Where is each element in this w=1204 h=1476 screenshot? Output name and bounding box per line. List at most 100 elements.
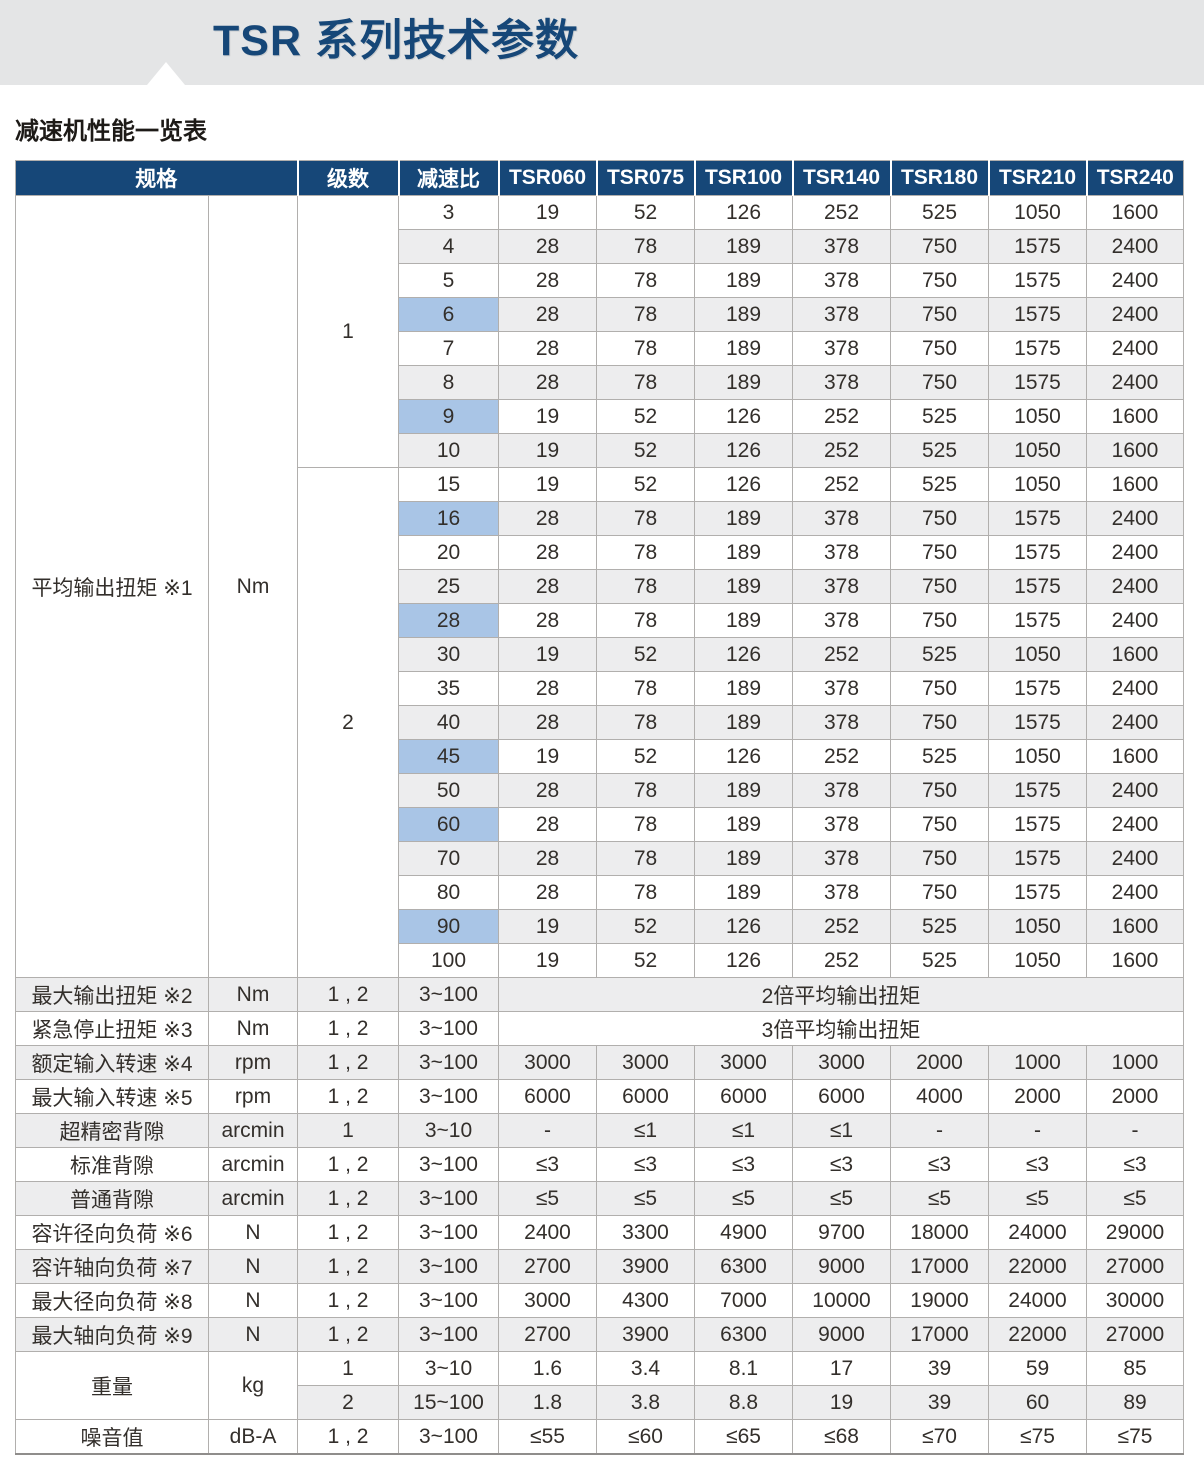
merged-value-cell: 3倍平均输出扭矩 bbox=[498, 1011, 1184, 1046]
value-cell: 52 bbox=[596, 399, 695, 434]
ratio-cell: 16 bbox=[398, 501, 499, 536]
spec-label-cell: 最大输入转速 ※5 bbox=[15, 1079, 209, 1114]
value-cell: ≤75 bbox=[988, 1419, 1087, 1455]
value-cell: 1050 bbox=[988, 909, 1087, 944]
value-cell: 378 bbox=[792, 773, 891, 808]
value-cell: 3000 bbox=[498, 1283, 597, 1318]
value-cell: 750 bbox=[890, 569, 989, 604]
value-cell: 22000 bbox=[988, 1249, 1087, 1284]
ratio-cell: 45 bbox=[398, 739, 499, 774]
unit-cell: N bbox=[208, 1215, 298, 1250]
value-cell: 28 bbox=[498, 671, 597, 706]
value-cell: 3000 bbox=[498, 1045, 597, 1080]
value-cell: 78 bbox=[596, 501, 695, 536]
value-cell: - bbox=[498, 1113, 597, 1148]
table-row: 容许径向负荷 ※6 N 1 , 2 3~100 2400 3300 4900 9700 1800… bbox=[15, 1215, 1184, 1250]
value-cell: ≤3 bbox=[498, 1147, 597, 1182]
value-cell: 189 bbox=[694, 501, 793, 536]
table-row: 最大径向负荷 ※8 N 1 , 2 3~100 3000 4300 7000 10000 190… bbox=[15, 1283, 1184, 1318]
ratio-cell: 9 bbox=[398, 399, 499, 434]
column-header: 级数 bbox=[296, 160, 399, 196]
table-row: 2 15 19 52 126 252 525 1050 1600 bbox=[16, 467, 1184, 978]
value-cell: 750 bbox=[890, 603, 989, 638]
value-cell: 2400 bbox=[1086, 569, 1184, 604]
value-cell: - bbox=[1086, 1113, 1184, 1148]
header-row: 规格 级数 减速比 TSR060 TSR075 TSR100 TSR140 TSR180 TSR… bbox=[15, 160, 1184, 196]
value-cell: 52 bbox=[596, 467, 695, 502]
value-cell: 1575 bbox=[988, 535, 1087, 570]
value-cell: 1600 bbox=[1086, 909, 1184, 944]
ratio-range-cell: 3~100 bbox=[398, 1283, 499, 1318]
spec-label-cell: 标准背隙 bbox=[15, 1147, 209, 1182]
table-row: 30 19 52 126 252 525 1050 1600 bbox=[16, 637, 1184, 672]
stage-cell: 1 , 2 bbox=[297, 1283, 399, 1318]
stage-cell: 1 , 2 bbox=[297, 1045, 399, 1080]
value-cell: 126 bbox=[694, 637, 793, 672]
value-cell: 126 bbox=[694, 943, 793, 978]
stage-cell: 1 , 2 bbox=[297, 1181, 399, 1216]
ratio-cell: 40 bbox=[398, 705, 499, 740]
value-cell: 4900 bbox=[694, 1215, 793, 1250]
value-cell: 1050 bbox=[988, 739, 1087, 774]
value-cell: 750 bbox=[890, 297, 989, 332]
ratio-cell: 28 bbox=[398, 603, 499, 638]
spec-label-cell: 最大输出扭矩 ※2 bbox=[15, 977, 209, 1012]
value-cell: 78 bbox=[596, 569, 695, 604]
value-cell: 7000 bbox=[694, 1283, 793, 1318]
ratio-cell: 6 bbox=[398, 297, 499, 332]
value-cell: 525 bbox=[890, 195, 989, 230]
table-row: 7 28 78 189 378 750 1575 2400 bbox=[16, 331, 1184, 366]
column-header: TSR240 bbox=[1085, 160, 1184, 196]
value-cell: 6300 bbox=[694, 1317, 793, 1352]
table-row: 8 28 78 189 378 750 1575 2400 bbox=[16, 365, 1184, 400]
value-cell: 52 bbox=[596, 433, 695, 468]
value-cell: 6000 bbox=[694, 1079, 793, 1114]
stage-cell: 1 , 2 bbox=[297, 1419, 399, 1455]
value-cell: 1050 bbox=[988, 467, 1087, 502]
ratio-cell: 15 bbox=[398, 467, 499, 502]
ratio-cell: 10 bbox=[398, 433, 499, 468]
value-cell: 378 bbox=[792, 263, 891, 298]
value-cell: ≤3 bbox=[988, 1147, 1087, 1182]
page-title: TSR 系列技术参数 bbox=[213, 17, 579, 65]
value-cell: 52 bbox=[596, 943, 695, 978]
value-cell: 2400 bbox=[1086, 229, 1184, 264]
table-row: 16 28 78 189 378 750 1575 2400 bbox=[16, 501, 1184, 536]
ratio-cell: 8 bbox=[398, 365, 499, 400]
value-cell: 2400 bbox=[1086, 297, 1184, 332]
value-cell: 28 bbox=[498, 501, 597, 536]
value-cell: 126 bbox=[694, 433, 793, 468]
column-header: TSR180 bbox=[889, 160, 989, 196]
stage-cell: 1 , 2 bbox=[297, 1215, 399, 1250]
value-cell: 27000 bbox=[1086, 1249, 1184, 1284]
value-cell: 78 bbox=[596, 331, 695, 366]
value-cell: 750 bbox=[890, 841, 989, 876]
table-row: 平均输出扭矩 ※1 Nm 1 3 19 52 126 252 525 1050 1600 bbox=[15, 195, 1184, 978]
table-row: 最大轴向负荷 ※9 N 1 , 2 3~100 2700 3900 6300 9000 1700… bbox=[15, 1317, 1184, 1352]
spec-table: 规格 级数 减速比 TSR060 TSR075 TSR100 TSR140 TSR180 TSR… bbox=[15, 160, 1184, 1455]
ratio-range-cell: 3~100 bbox=[398, 1147, 499, 1182]
value-cell: 3900 bbox=[596, 1317, 695, 1352]
table-row: 9 19 52 126 252 525 1050 1600 bbox=[16, 399, 1184, 434]
value-cell: ≤3 bbox=[792, 1147, 891, 1182]
page-banner: TSR 系列技术参数 bbox=[0, 0, 1204, 85]
value-cell: 2400 bbox=[1086, 875, 1184, 910]
value-cell: 28 bbox=[498, 705, 597, 740]
value-cell: 1575 bbox=[988, 263, 1087, 298]
value-cell: 60 bbox=[988, 1385, 1087, 1420]
value-cell: 19 bbox=[498, 433, 597, 468]
value-cell: 52 bbox=[596, 739, 695, 774]
ratio-range-cell: 3~100 bbox=[398, 1011, 499, 1046]
value-cell: 19 bbox=[792, 1385, 891, 1420]
value-cell: 6000 bbox=[792, 1079, 891, 1114]
value-cell: 252 bbox=[792, 399, 891, 434]
value-cell: 10000 bbox=[792, 1283, 891, 1318]
table-row: 90 19 52 126 252 525 1050 1600 bbox=[16, 909, 1184, 944]
value-cell: 28 bbox=[498, 841, 597, 876]
value-cell: 24000 bbox=[988, 1215, 1087, 1250]
ratio-range-cell: 3~100 bbox=[398, 1419, 499, 1455]
value-cell: 28 bbox=[498, 875, 597, 910]
value-cell: 52 bbox=[596, 195, 695, 230]
value-cell: 378 bbox=[792, 569, 891, 604]
value-cell: 189 bbox=[694, 875, 793, 910]
